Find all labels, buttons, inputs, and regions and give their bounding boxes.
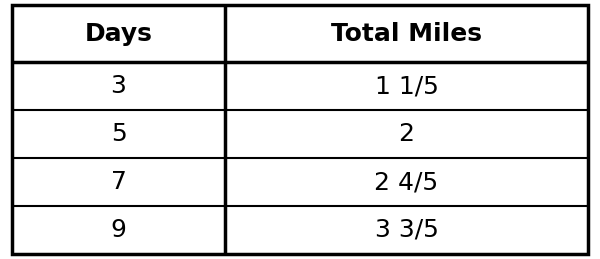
Text: 9: 9 (110, 218, 127, 242)
Text: Days: Days (85, 22, 152, 46)
Text: 3 3/5: 3 3/5 (374, 218, 439, 242)
Text: 5: 5 (110, 122, 127, 146)
Text: 2 4/5: 2 4/5 (374, 170, 439, 194)
Text: 3: 3 (110, 74, 127, 98)
Text: Total Miles: Total Miles (331, 22, 482, 46)
Text: 2: 2 (398, 122, 415, 146)
Text: 1 1/5: 1 1/5 (374, 74, 439, 98)
Text: 7: 7 (110, 170, 127, 194)
